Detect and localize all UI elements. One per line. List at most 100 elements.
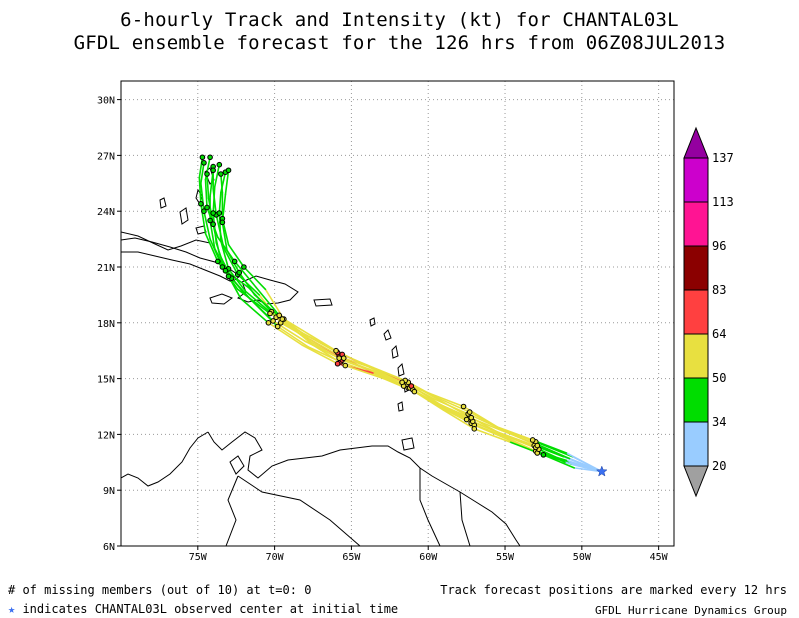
position-marker <box>334 360 341 367</box>
track-member-8 <box>212 163 603 473</box>
colorbar-bin <box>683 289 709 335</box>
track-segment <box>502 435 537 452</box>
position-marker <box>399 379 405 386</box>
track-segment <box>233 260 257 289</box>
position-marker <box>265 320 272 326</box>
position-marker <box>466 409 473 415</box>
track-segment <box>198 156 204 179</box>
island-bahamas-small <box>159 197 167 209</box>
position-marker <box>342 362 349 369</box>
position-marker <box>210 221 216 228</box>
colorbar-bin <box>683 421 709 467</box>
track-segment <box>473 428 511 443</box>
track-segment <box>413 390 445 412</box>
position-marker <box>460 403 467 410</box>
border-venezuela <box>237 475 361 546</box>
position-marker <box>218 171 224 177</box>
island-puerto-rico <box>313 298 333 307</box>
position-marker <box>216 210 223 216</box>
lon-tick-label: 75W <box>189 552 208 563</box>
track-segment <box>301 344 339 365</box>
position-marker <box>222 267 229 274</box>
track-segment <box>542 454 575 469</box>
colorbar-bin <box>683 245 709 291</box>
position-marker <box>204 204 210 211</box>
track-segment <box>369 366 403 384</box>
track-segment <box>212 186 216 214</box>
ensemble-tracks <box>198 156 603 473</box>
track-segment <box>218 191 222 214</box>
island-hispaniola <box>236 275 299 305</box>
track-segment <box>238 271 256 296</box>
track-segment <box>470 416 503 436</box>
colorbar-bin <box>683 377 709 423</box>
track-segment <box>430 400 468 421</box>
position-marker <box>201 208 207 214</box>
colorbar-bin <box>683 333 709 379</box>
position-marker <box>201 160 207 166</box>
positions-note: Track forecast positions are marked ever… <box>440 583 787 597</box>
track-position-markers <box>198 154 608 477</box>
track-segment <box>410 385 442 406</box>
position-marker <box>210 210 216 216</box>
credit-group: GFDL Hurricane Dynamics Group <box>594 604 787 617</box>
island-trinidad <box>401 437 415 451</box>
track-segment <box>372 366 406 382</box>
position-marker <box>207 217 213 224</box>
position-marker <box>540 452 547 458</box>
position-marker <box>534 442 541 449</box>
position-marker <box>231 258 238 265</box>
axis-tick-labels: 75W 70W 65W 60W 55W 50W 45W 30N 27N 24N 21N 18N 15N 1… <box>97 96 669 563</box>
position-marker <box>207 154 213 161</box>
position-marker <box>411 388 418 395</box>
position-marker <box>198 200 204 207</box>
border-suriname <box>459 491 471 546</box>
missing-members-note: # of missing members (out of 10) at t=0:… <box>8 583 312 597</box>
lat-tick-label: 21N <box>97 263 115 274</box>
island-antilles-3 <box>391 344 399 359</box>
track-segment <box>218 212 222 242</box>
track-member-3 <box>218 171 603 473</box>
position-marker <box>219 219 226 226</box>
plot-frame <box>120 80 675 547</box>
position-marker <box>236 269 243 276</box>
position-marker <box>529 437 536 443</box>
colorbar-bin <box>683 201 709 247</box>
colorbar-label: 34 <box>712 415 726 429</box>
island-antilles-2 <box>383 329 392 341</box>
track-segment <box>428 392 465 408</box>
position-marker <box>204 171 210 177</box>
coastline-gulf <box>121 231 211 251</box>
colorbar-label: 96 <box>712 239 726 253</box>
lon-tick-label: 45W <box>650 552 669 563</box>
colorbar-bin <box>683 157 709 203</box>
track-segment <box>224 269 250 289</box>
lon-tick-label: 65W <box>342 552 361 563</box>
border-colombia <box>225 475 239 546</box>
lat-tick-label: 27N <box>97 151 115 162</box>
track-segment <box>221 221 228 252</box>
position-marker <box>276 312 283 319</box>
coastline-central-america <box>121 431 209 487</box>
island-antilles-1 <box>369 317 376 327</box>
track-segment <box>442 409 476 430</box>
track-segment <box>236 288 271 315</box>
track-segment <box>502 429 539 447</box>
position-marker <box>333 347 339 354</box>
island-jamaica <box>209 293 234 305</box>
track-segment <box>206 173 210 199</box>
lat-tick-label: 24N <box>97 207 115 218</box>
position-marker <box>270 318 276 324</box>
intensity-colorbar: 20 34 50 64 83 96 113 137 <box>683 126 734 498</box>
observed-center-text: indicates CHANTAL03L observed center at … <box>15 602 399 616</box>
lon-tick-label: 55W <box>496 552 515 563</box>
track-segment <box>220 240 230 270</box>
track-segment <box>212 212 218 244</box>
track-segment <box>276 325 310 348</box>
track-segment <box>372 372 405 387</box>
island-antilles-4 <box>397 362 405 377</box>
track-segment <box>209 169 214 198</box>
map-title-line1: 6-hourly Track and Intensity (kt) for CH… <box>120 9 679 31</box>
lon-tick-label: 50W <box>573 552 592 563</box>
colorbar-label: 20 <box>712 459 726 473</box>
